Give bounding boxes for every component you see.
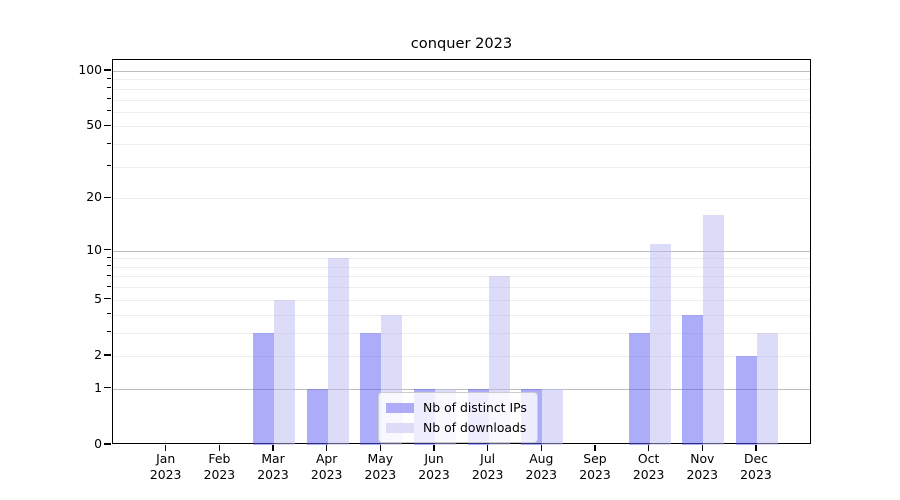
gridline-y6 [113,287,810,289]
bar-distinct-ips-apr [306,388,328,445]
bar-distinct-ips-mar [253,332,275,445]
ytick-minor-60 [107,110,111,112]
xtick-label-apr: Apr 2023 [310,451,343,482]
ytick-minor-3 [107,331,111,333]
gridline-y5 [113,299,810,301]
ytick-minor-9 [107,256,111,258]
gridline-y40 [113,144,810,146]
bar-downloads-oct [649,243,671,445]
bar-downloads-mar [274,299,296,445]
xtick-label-jun: Jun 2023 [418,451,450,482]
gridline-y8 [113,266,810,268]
xtick-mark-aug [540,445,542,451]
bar-distinct-ips-may [360,332,382,445]
xtick-mark-feb [218,445,220,451]
xtick-label-aug: Aug 2023 [525,451,558,482]
legend-swatch-downloads [386,422,414,433]
plot-area [112,59,811,445]
ytick-minor-90 [107,77,111,79]
gridline-y20 [113,198,810,200]
bar-downloads-aug [542,388,564,445]
ytick-mark-5 [104,298,111,300]
gridline-y4 [113,314,810,316]
gridline-y80 [113,88,810,90]
xtick-label-feb: Feb 2023 [203,451,236,482]
xtick-mark-nov [701,445,703,451]
ytick-minor-30 [107,165,111,167]
gridline-y60 [113,111,810,113]
ytick-minor-8 [107,265,111,267]
gridline-y2 [113,355,810,357]
ytick-label-5: 5 [94,290,102,306]
ytick-mark-50 [104,124,111,126]
legend: Nb of distinct IPs Nb of downloads [378,392,538,443]
xtick-label-oct: Oct 2023 [632,451,665,482]
xtick-mark-oct [647,445,650,451]
gridline-y3 [113,332,810,334]
xtick-mark-jan [165,445,167,451]
bar-downloads-dec [756,332,778,445]
bar-downloads-apr [327,258,349,445]
gridline-y70 [113,99,810,101]
legend-item-downloads: Nb of downloads [386,420,527,435]
gridline-y10 [113,250,810,252]
xtick-mark-may [379,445,381,451]
ytick-mark-10 [104,249,111,251]
xtick-label-jan: Jan 2023 [149,451,182,482]
ytick-minor-40 [107,142,111,144]
xtick-mark-apr [326,445,328,451]
xtick-label-mar: Mar 2023 [257,451,289,482]
ytick-label-1: 1 [94,379,102,395]
gridline-y7 [113,276,810,278]
ytick-label-10: 10 [86,241,102,257]
ytick-minor-7 [107,274,111,276]
xtick-label-may: May 2023 [364,451,397,482]
legend-label-downloads: Nb of downloads [423,420,527,435]
ytick-mark-100 [104,69,111,71]
xtick-mark-dec [755,445,757,451]
xtick-label-nov: Nov 2023 [686,451,719,482]
ytick-minor-6 [107,285,111,287]
legend-label-distinct-ips: Nb of distinct IPs [423,400,527,415]
xtick-label-dec: Dec 2023 [740,451,772,482]
ytick-mark-0 [104,443,111,445]
ytick-label-2: 2 [94,346,102,362]
ytick-minor-70 [107,98,111,100]
bar-downloads-nov [703,215,725,445]
gridline-y100 [113,70,810,73]
ytick-label-50: 50 [86,117,102,133]
ytick-label-100: 100 [78,61,102,77]
xtick-mark-mar [272,445,274,451]
legend-swatch-distinct-ips [386,402,414,413]
bar-distinct-ips-nov [682,314,704,445]
ytick-minor-4 [107,313,111,315]
xtick-mark-sep [594,445,596,451]
ytick-minor-80 [107,87,111,89]
gridline-y50 [113,126,810,128]
xtick-mark-jul [487,445,489,451]
gridline-y1 [113,388,810,390]
ytick-mark-1 [104,387,111,389]
bar-distinct-ips-dec [735,355,757,445]
chart-title: conquer 2023 [410,35,513,52]
legend-item-distinct-ips: Nb of distinct IPs [386,400,527,415]
ytick-mark-20 [104,196,111,198]
ytick-mark-2 [104,354,111,356]
gridline-y9 [113,258,810,260]
xtick-label-sep: Sep 2023 [579,451,611,482]
gridline-y30 [113,166,810,168]
xtick-label-jul: Jul 2023 [471,451,504,482]
ytick-label-0: 0 [94,436,102,451]
gridline-y90 [113,79,810,81]
xtick-mark-jun [433,445,435,451]
bar-distinct-ips-oct [628,332,650,445]
ytick-label-20: 20 [86,189,102,205]
